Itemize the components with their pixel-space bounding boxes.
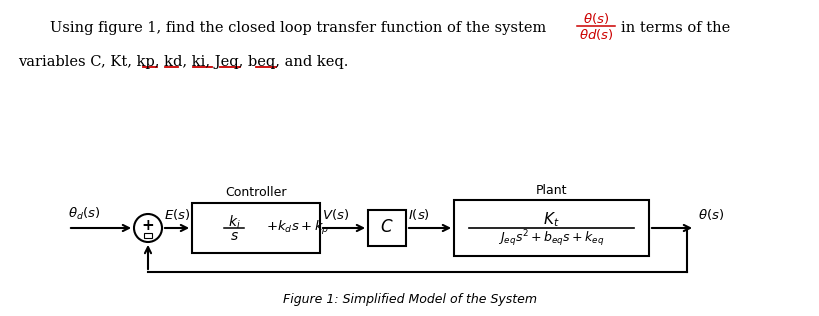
Text: $J_{eq}s^2 + b_{eq}s + k_{eq}$: $J_{eq}s^2 + b_{eq}s + k_{eq}$: [498, 229, 604, 249]
Text: $\theta(s)$: $\theta(s)$: [697, 206, 723, 222]
Text: Figure 1: Simplified Model of the System: Figure 1: Simplified Model of the System: [283, 294, 536, 307]
Text: $\theta(s)$: $\theta(s)$: [582, 11, 609, 27]
Circle shape: [133, 214, 162, 242]
Text: $\theta d(s)$: $\theta d(s)$: [578, 27, 613, 41]
Text: $+ k_d s + k_p$: $+ k_d s + k_p$: [265, 219, 329, 237]
Text: $K_t$: $K_t$: [542, 211, 559, 229]
Text: $E(s)$: $E(s)$: [164, 206, 190, 222]
Text: $C$: $C$: [380, 220, 393, 236]
Bar: [454, 200, 648, 256]
Text: +: +: [142, 218, 154, 234]
Text: $s$: $s$: [229, 229, 238, 243]
Text: Controller: Controller: [225, 186, 287, 199]
Bar: [144, 233, 152, 238]
Text: $\theta_d(s)$: $\theta_d(s)$: [68, 206, 100, 222]
Text: $I(s)$: $I(s)$: [408, 206, 429, 222]
Text: in terms of the: in terms of the: [620, 21, 730, 35]
Text: variables C, Kt, kp, kd, ki, Jeq, beq, and keq.: variables C, Kt, kp, kd, ki, Jeq, beq, a…: [18, 55, 348, 69]
Text: $k_i$: $k_i$: [228, 213, 240, 231]
Text: Plant: Plant: [535, 184, 567, 197]
Bar: [192, 203, 319, 253]
Text: $V(s)$: $V(s)$: [322, 206, 349, 222]
Bar: [368, 210, 405, 246]
Text: Using figure 1, find the closed loop transfer function of the system: Using figure 1, find the closed loop tra…: [50, 21, 545, 35]
